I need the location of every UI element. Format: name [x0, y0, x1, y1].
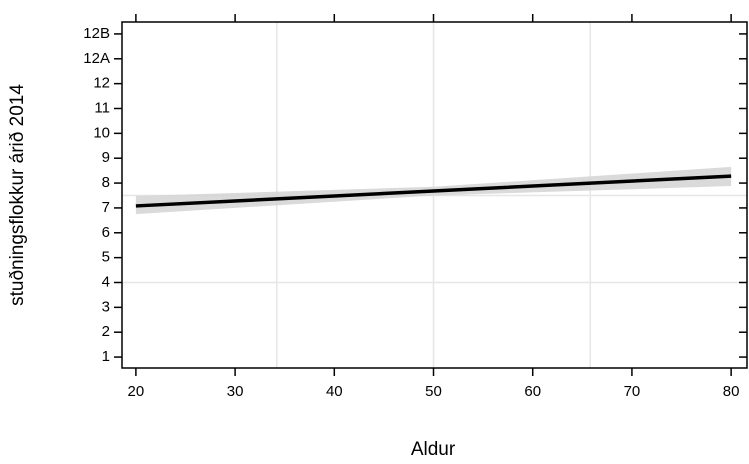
- y-tick-label: 3: [102, 298, 110, 315]
- y-tick-label: 4: [102, 273, 110, 290]
- x-axis-title: Aldur: [411, 439, 456, 460]
- y-tick-label: 12B: [83, 25, 110, 42]
- x-tick-label: 30: [227, 383, 244, 400]
- y-tick-label: 5: [102, 249, 110, 266]
- x-tick-label: 70: [624, 383, 641, 400]
- plot-frame: [121, 21, 748, 369]
- y-tick-label: 12A: [83, 50, 110, 67]
- y-tick-label: 9: [102, 149, 110, 166]
- y-axis-title: stuðningsflokkur árið 2014: [7, 84, 28, 306]
- y-tick-label: 11: [94, 99, 110, 116]
- x-tick-label: 50: [425, 383, 442, 400]
- y-tick-label: 8: [102, 174, 110, 191]
- fit-line: [135, 174, 732, 208]
- x-tick-label: 40: [326, 383, 343, 400]
- x-tick-label: 20: [128, 383, 145, 400]
- y-tick-label: 7: [102, 199, 110, 216]
- y-tick-label: 10: [93, 124, 110, 141]
- x-tick-label: 80: [723, 383, 740, 400]
- x-tick-label: 60: [524, 383, 541, 400]
- y-tick-label: 6: [102, 224, 110, 241]
- y-tick-label: 1: [102, 348, 110, 365]
- y-tick-label: 12: [93, 75, 110, 92]
- y-tick-label: 2: [102, 323, 110, 340]
